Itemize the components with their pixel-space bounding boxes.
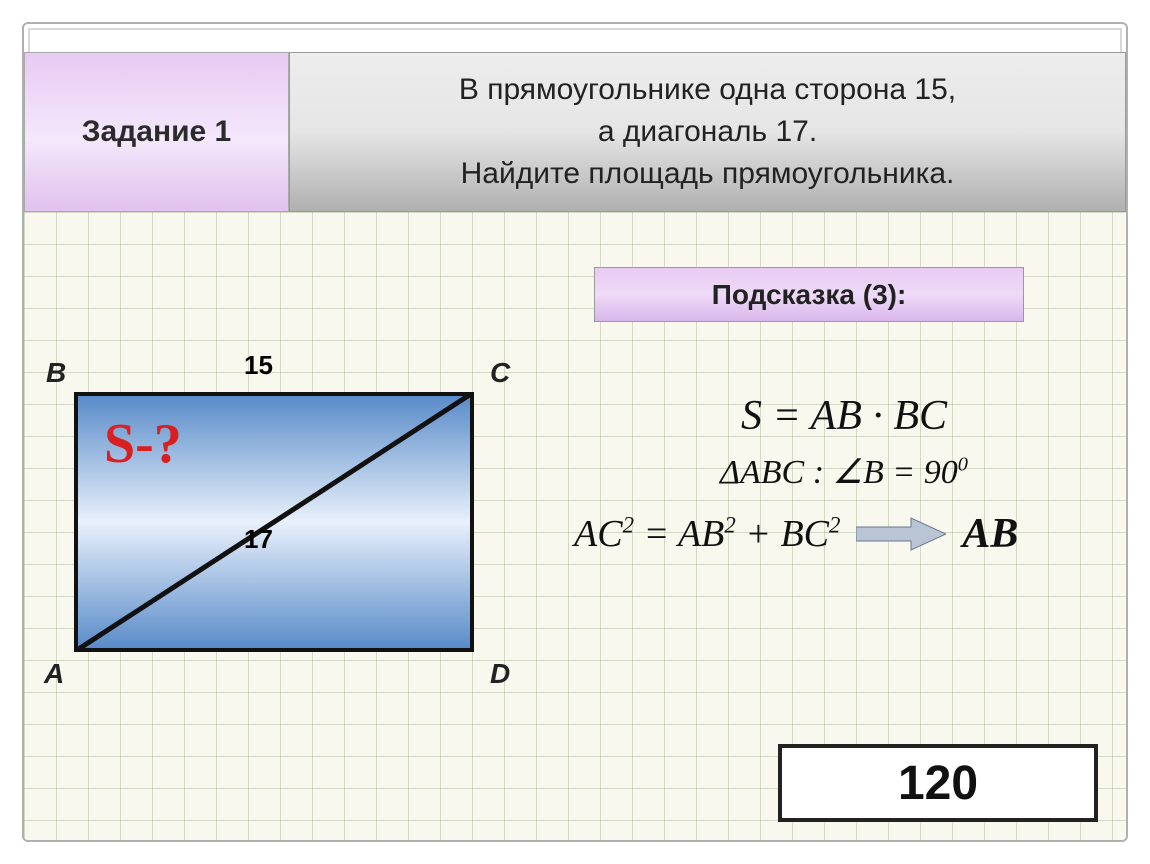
formula-pythagoras-row: AC2 = AB2 + BC2 AB [574,510,1114,558]
slide: Задание 1 В прямоугольнике одна сторона … [22,22,1128,842]
formula-triangle-text: ΔABC : ∠B = 90 [720,454,958,491]
label-side-top: 15 [244,350,273,381]
hint-box[interactable]: Подсказка (3): [594,267,1024,322]
sq2: 2 [724,512,735,537]
answer-box: 120 [778,744,1098,822]
sq1: 2 [623,512,634,537]
arrow-target: AB [962,510,1018,558]
pythag-eq: = [634,513,678,555]
pythag-bc: BC [780,513,829,555]
arrow-icon [856,515,946,553]
formula-pythagoras: AC2 = AB2 + BC2 [574,512,840,556]
presentation-frame: Задание 1 В прямоугольнике одна сторона … [0,0,1150,864]
label-diagonal: 17 [244,524,273,555]
grid-background: Подсказка (3): B C A D 15 17 S-? S = AB … [24,212,1126,840]
formula-triangle: ΔABC : ∠B = 900 [574,452,1114,492]
pythag-ab: AB [678,513,724,555]
vertex-c: C [490,357,510,389]
label-area-question: S-? [104,412,182,476]
vertex-a: A [44,658,64,690]
hint-label: Подсказка (3): [712,279,907,311]
header-row: Задание 1 В прямоугольнике одна сторона … [24,52,1126,212]
formula-degree-sup: 0 [958,454,968,476]
task-label: Задание 1 [82,115,231,149]
task-badge: Задание 1 [24,52,289,212]
vertex-d: D [490,658,510,690]
problem-text: В прямоугольнике одна сторона 15, а диаг… [459,69,956,195]
pythag-ac: AC [574,513,623,555]
answer-value: 120 [898,756,978,811]
problem-text-box: В прямоугольнике одна сторона 15, а диаг… [289,52,1126,212]
sq3: 2 [829,512,840,537]
formula-area: S = AB · BC [574,392,1114,440]
rectangle-diagram: B C A D 15 17 S-? [54,392,474,672]
formulas-block: S = AB · BC ΔABC : ∠B = 900 AC2 = AB2 + … [574,392,1114,558]
vertex-b: B [46,357,66,389]
pythag-plus: + [736,513,781,555]
